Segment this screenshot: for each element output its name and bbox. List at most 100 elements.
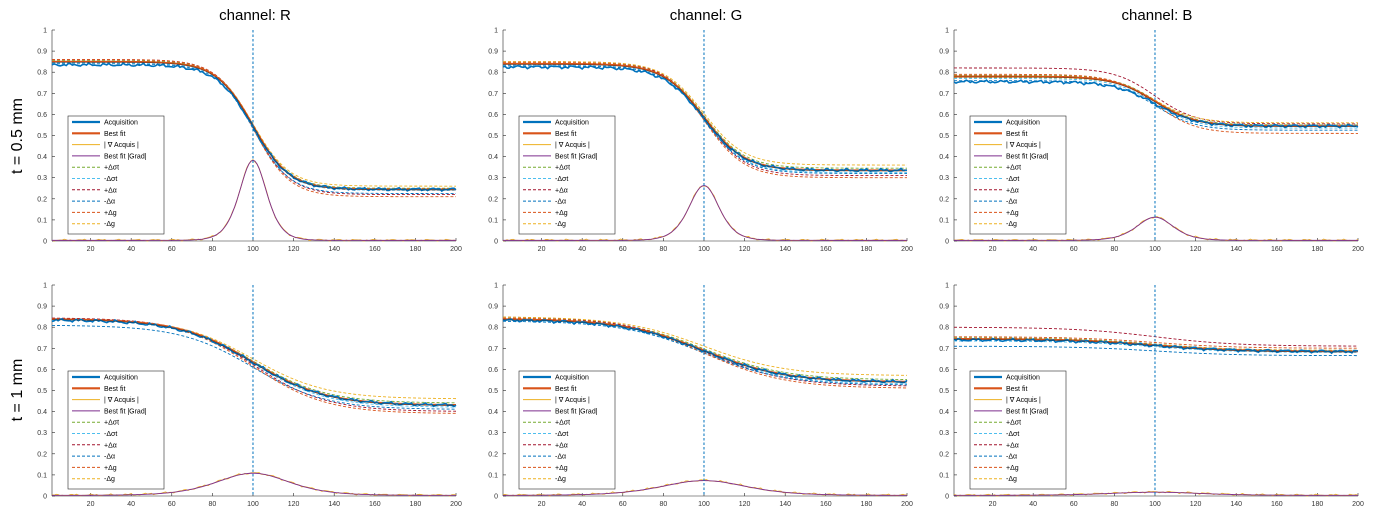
series-acquisition	[51, 62, 457, 193]
y-tick-label: 0.1	[488, 217, 498, 224]
y-tick-label: 0.7	[939, 346, 949, 353]
y-tick-label: 0.3	[37, 175, 47, 182]
x-tick-label: 160	[369, 501, 381, 508]
y-tick-label: 0	[494, 239, 498, 246]
x-tick-label: 200	[901, 501, 913, 508]
legend-label: | ∇ Acquis |	[1006, 396, 1041, 404]
legend-label: -Δσt	[555, 431, 568, 438]
y-tick-label: 0.1	[939, 217, 949, 224]
x-tick-label: 120	[739, 501, 751, 508]
column-title-r: channel: R	[219, 7, 291, 24]
y-tick-label: 0.5	[37, 133, 47, 140]
y-tick-label: 1	[43, 283, 47, 290]
y-tick-label: 0.3	[488, 175, 498, 182]
y-tick-label: 0.5	[939, 133, 949, 140]
legend-label: Acquisition	[104, 120, 138, 127]
x-tick-label: 180	[410, 501, 422, 508]
column-title-b: channel: B	[1122, 7, 1193, 24]
legend-label: | ∇ Acquis |	[104, 141, 139, 149]
y-tick-label: 0.8	[488, 70, 498, 77]
x-tick-label: 200	[901, 246, 913, 253]
y-tick-label: 0.8	[37, 325, 47, 332]
series-acquisition	[953, 79, 1359, 129]
x-tick-label: 200	[1352, 501, 1364, 508]
y-tick-label: 0.8	[37, 70, 47, 77]
x-tick-label: 100	[1149, 246, 1161, 253]
legend-label: | ∇ Acquis |	[555, 396, 590, 404]
series-dashed	[954, 73, 1358, 134]
y-tick-label: 0.9	[488, 49, 498, 56]
legend-label: +Δσt	[555, 420, 570, 427]
legend-box	[518, 115, 616, 235]
series-reference	[502, 319, 905, 383]
y-tick-label: 0.3	[37, 430, 47, 437]
y-tick-label: 0.4	[488, 154, 498, 161]
x-tick-label: 60	[619, 246, 627, 253]
legend-label: -Δσt	[555, 176, 568, 183]
x-tick-label: 180	[1312, 501, 1324, 508]
legend-label: +Δσt	[1006, 420, 1021, 427]
y-tick-label: 0.6	[939, 367, 949, 374]
x-tick-label: 140	[779, 246, 791, 253]
y-tick-label: 0.5	[488, 388, 498, 395]
x-tick-label: 200	[1352, 246, 1364, 253]
legend-label: -Δg	[104, 221, 115, 228]
legend-label: Best fit	[1006, 131, 1027, 138]
x-tick-label: 60	[619, 501, 627, 508]
x-tick-label: 20	[87, 246, 95, 253]
legend-label: +Δg	[104, 465, 117, 472]
x-tick-label: 120	[1190, 501, 1202, 508]
x-tick-label: 180	[1312, 246, 1324, 253]
x-tick-label: 60	[1070, 246, 1078, 253]
y-tick-label: 0.2	[488, 451, 498, 458]
legend-label: Best fit |Grad|	[1006, 408, 1049, 415]
legend-label: -Δα	[555, 454, 566, 461]
y-tick-label: 1	[43, 28, 47, 35]
series-dashed	[502, 317, 908, 380]
x-tick-label: 20	[989, 501, 997, 508]
y-tick-label: 0.9	[488, 304, 498, 311]
y-tick-label: 1	[945, 283, 949, 290]
legend-label: Acquisition	[555, 120, 589, 127]
x-tick-label: 200	[450, 246, 462, 253]
x-tick-label: 80	[208, 246, 216, 253]
y-tick-label: 0.8	[939, 70, 949, 77]
x-tick-label: 140	[779, 501, 791, 508]
y-tick-label: 0.1	[37, 217, 47, 224]
x-tick-label: 40	[127, 246, 135, 253]
series-dashed	[51, 324, 457, 410]
x-tick-label: 40	[578, 246, 586, 253]
series-acquisition	[502, 318, 908, 384]
x-tick-label: 120	[288, 246, 300, 253]
legend-label: | ∇ Acquis |	[104, 396, 139, 404]
legend-label: -Δg	[1006, 221, 1017, 228]
y-tick-label: 1	[494, 283, 498, 290]
y-tick-label: 0.2	[488, 196, 498, 203]
series-acquisition	[51, 318, 457, 408]
x-tick-label: 160	[1271, 501, 1283, 508]
legend-label: +Δα	[104, 442, 117, 449]
legend-label: Best fit	[555, 131, 576, 138]
legend-box	[969, 115, 1067, 235]
x-tick-label: 40	[1029, 246, 1037, 253]
legend-label: Best fit	[555, 386, 576, 393]
x-tick-label: 100	[1149, 501, 1161, 508]
x-tick-label: 80	[208, 501, 216, 508]
x-tick-label: 20	[538, 501, 546, 508]
y-tick-label: 0.2	[37, 451, 47, 458]
x-tick-label: 120	[1190, 246, 1202, 253]
y-tick-label: 0.1	[939, 472, 949, 479]
legend-box	[969, 370, 1067, 490]
legend-label: +Δg	[1006, 465, 1019, 472]
legend-label: | ∇ Acquis |	[555, 141, 590, 149]
legend-label: -Δg	[1006, 476, 1017, 483]
legend-label: Best fit	[104, 131, 125, 138]
x-tick-label: 100	[698, 246, 710, 253]
legend-label: Acquisition	[555, 375, 589, 382]
series-dashed	[954, 77, 1358, 124]
